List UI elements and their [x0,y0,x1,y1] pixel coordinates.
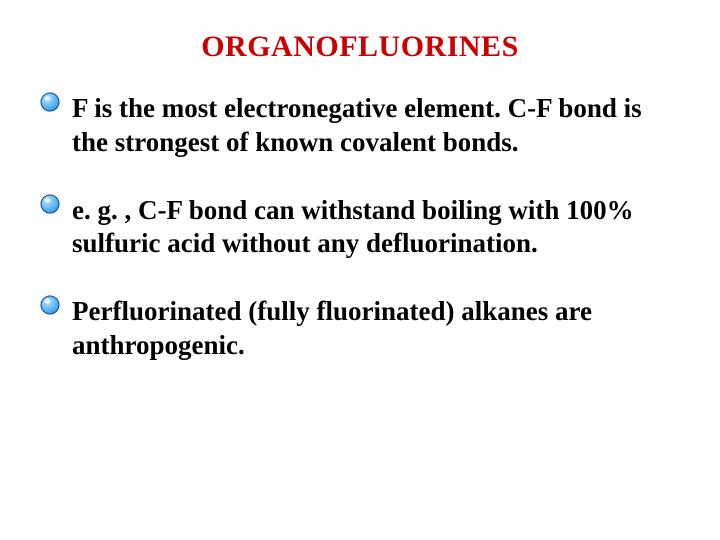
list-item: F is the most electronegative element. C… [70,92,680,160]
slide: ORGANOFLUORINES F is the most electroneg… [0,0,720,540]
list-item-text: Perfluorinated (fully fluorinated) alkan… [72,296,592,360]
sphere-bullet-icon [40,194,62,216]
list-item: Perfluorinated (fully fluorinated) alkan… [70,295,680,363]
list-item-text: e. g. , C-F bond can withstand boiling w… [72,195,634,259]
list-item-text: F is the most electronegative element. C… [72,93,642,157]
sphere-bullet-icon [40,295,62,317]
sphere-bullet-icon [40,92,62,114]
slide-title: ORGANOFLUORINES [40,30,680,64]
list-item: e. g. , C-F bond can withstand boiling w… [70,194,680,262]
bullet-list: F is the most electronegative element. C… [40,92,680,363]
